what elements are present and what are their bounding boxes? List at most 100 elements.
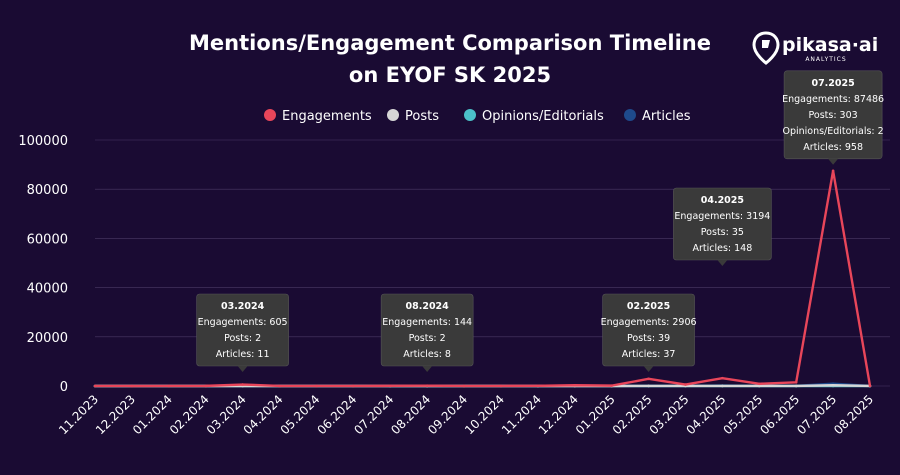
x-tick-label: 12.2023 [93, 392, 138, 437]
data-point [315, 385, 318, 388]
x-tick-label: 01.2024 [130, 392, 175, 437]
legend-swatch [464, 109, 476, 121]
data-point [500, 385, 503, 388]
x-tick-label: 10.2024 [462, 392, 507, 437]
data-point [94, 385, 97, 388]
x-tick-label: 02.2024 [167, 392, 212, 437]
tooltip-arrow [828, 159, 838, 165]
y-axis: 0 20000 40000 60000 80000 100000 [18, 134, 68, 395]
tooltip-line: Opinions/Editorials: 2 [782, 126, 883, 137]
x-tick-label: 08.2024 [388, 392, 433, 437]
legend-item: Engagements [264, 109, 372, 124]
chart-legend: Engagements Posts Opinions/Editorials Artic… [264, 109, 691, 124]
tooltip-title: 04.2025 [701, 195, 744, 206]
x-tick-label: 12.2024 [536, 392, 581, 437]
tooltip-line: Articles: 148 [692, 243, 752, 254]
data-point [610, 384, 613, 387]
data-point [795, 381, 798, 384]
x-tick-label: 11.2024 [499, 392, 544, 437]
data-point [131, 385, 134, 388]
tooltip-line: Articles: 11 [216, 349, 270, 360]
x-axis: 11.202312.202301.202402.202403.202404.20… [56, 392, 876, 437]
data-point [573, 384, 576, 387]
brand-tagline: ANALYTICS [805, 56, 846, 63]
x-tick-label: 03.2024 [204, 392, 249, 437]
legend-item: Opinions/Editorials [464, 109, 604, 124]
data-point [869, 385, 872, 388]
y-tick-label: 60000 [27, 232, 68, 247]
data-point [241, 383, 244, 386]
data-point [832, 384, 835, 387]
tooltip-title: 07.2025 [811, 78, 854, 89]
tooltip-line: Posts: 2 [409, 333, 446, 344]
data-point [647, 378, 650, 381]
x-tick-label: 02.2025 [610, 392, 655, 437]
pin-icon [754, 33, 778, 63]
legend-label: Opinions/Editorials [482, 109, 604, 124]
legend-label: Posts [405, 109, 439, 124]
tooltip: 02.2025 Engagements: 2906 Posts: 39 Article… [601, 294, 697, 372]
x-tick-label: 03.2025 [647, 392, 692, 437]
data-point [832, 169, 835, 172]
legend-label: Articles [642, 109, 691, 124]
tooltip-title: 08.2024 [406, 301, 450, 312]
y-tick-label: 80000 [27, 183, 68, 198]
y-tick-label: 0 [60, 380, 68, 395]
data-point [278, 385, 281, 388]
y-tick-label: 40000 [27, 282, 68, 297]
brand-name: pikasa·ai [782, 34, 878, 56]
tooltip-line: Engagements: 144 [382, 317, 472, 328]
tooltip-line: Engagements: 2906 [601, 317, 697, 328]
data-point [426, 384, 429, 387]
x-tick-label: 06.2024 [314, 392, 359, 437]
data-point [758, 382, 761, 385]
x-tick-label: 05.2024 [278, 392, 323, 437]
x-tick-label: 01.2025 [573, 392, 618, 437]
tooltip-arrow [644, 366, 654, 372]
tooltip-line: Engagements: 605 [198, 317, 288, 328]
data-point [647, 385, 650, 388]
x-tick-label: 08.2025 [831, 392, 876, 437]
legend-label: Engagements [282, 109, 372, 124]
tooltip-arrow [238, 366, 248, 372]
x-tick-label: 07.2024 [351, 392, 396, 437]
x-tick-label: 04.2024 [241, 392, 286, 437]
tooltip-line: Articles: 958 [803, 142, 863, 153]
tooltip-arrow [717, 260, 727, 266]
legend-item: Articles [624, 109, 691, 124]
legend-swatch [624, 109, 636, 121]
x-tick-label: 11.2023 [56, 392, 101, 437]
x-tick-label: 06.2025 [757, 392, 802, 437]
data-point [537, 385, 540, 388]
tooltip-line: Articles: 37 [622, 349, 676, 360]
data-point [204, 385, 207, 388]
y-tick-label: 20000 [27, 331, 68, 346]
data-point [721, 385, 724, 388]
y-tick-label: 100000 [18, 134, 68, 149]
tooltip-line: Articles: 8 [403, 349, 451, 360]
data-point [463, 385, 466, 388]
tooltip: 08.2024 Engagements: 144 Posts: 2 Articles:… [381, 294, 473, 372]
x-tick-label: 04.2025 [684, 392, 729, 437]
tooltip-title: 03.2024 [221, 301, 265, 312]
legend-swatch [387, 109, 399, 121]
legend-swatch [264, 109, 276, 121]
tooltip-line: Posts: 35 [701, 227, 744, 238]
data-point [389, 385, 392, 388]
tooltip-line: Posts: 303 [809, 110, 858, 121]
tooltip-arrow [422, 366, 432, 372]
x-tick-label: 05.2025 [720, 392, 765, 437]
tooltip-line: Posts: 2 [224, 333, 261, 344]
x-tick-label: 09.2024 [425, 392, 470, 437]
data-point [684, 383, 687, 386]
tooltip-line: Posts: 39 [627, 333, 670, 344]
tooltip-title: 02.2025 [627, 301, 670, 312]
data-point [168, 385, 171, 388]
chart-subtitle: on EYOF SK 2025 [349, 63, 551, 87]
data-point [795, 385, 798, 388]
brand-logo: pikasa·ai ANALYTICS [754, 33, 878, 63]
